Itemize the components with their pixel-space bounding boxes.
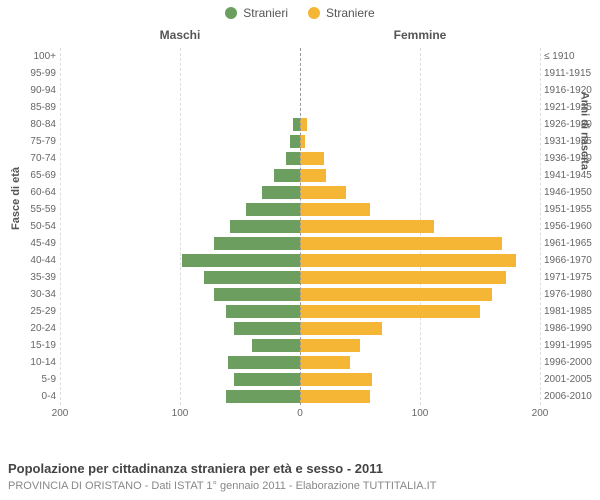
- bar-male: [214, 288, 300, 301]
- plot-area: Maschi Femmine 100+≤ 191095-991911-19159…: [60, 26, 540, 431]
- age-label: 85-89: [12, 99, 56, 116]
- bar-female: [300, 169, 326, 182]
- age-label: 100+: [12, 48, 56, 65]
- age-label: 10-14: [12, 354, 56, 371]
- birth-year-label: 1991-1995: [544, 337, 596, 354]
- birth-year-label: 2006-2010: [544, 388, 596, 405]
- birth-year-label: ≤ 1910: [544, 48, 596, 65]
- birth-year-label: 2001-2005: [544, 371, 596, 388]
- birth-year-label: 1986-1990: [544, 320, 596, 337]
- bar-female: [300, 271, 506, 284]
- bar-male: [234, 322, 300, 335]
- age-label: 55-59: [12, 201, 56, 218]
- bar-male: [252, 339, 300, 352]
- chart-title: Popolazione per cittadinanza straniera p…: [8, 461, 383, 476]
- age-label: 25-29: [12, 303, 56, 320]
- birth-year-label: 1911-1915: [544, 65, 596, 82]
- bar-female: [300, 288, 492, 301]
- age-label: 30-34: [12, 286, 56, 303]
- bar-male: [290, 135, 300, 148]
- x-gridline: [540, 48, 541, 405]
- bar-male: [226, 390, 300, 403]
- age-label: 20-24: [12, 320, 56, 337]
- x-tick: 0: [297, 408, 303, 419]
- legend-swatch-male: [225, 7, 237, 19]
- age-label: 60-64: [12, 184, 56, 201]
- age-label: 45-49: [12, 235, 56, 252]
- birth-year-label: 1931-1935: [544, 133, 596, 150]
- age-label: 70-74: [12, 150, 56, 167]
- bar-male: [182, 254, 300, 267]
- bar-female: [300, 390, 370, 403]
- bar-male: [286, 152, 300, 165]
- legend-swatch-female: [308, 7, 320, 19]
- chart-subtitle: PROVINCIA DI ORISTANO - Dati ISTAT 1° ge…: [8, 480, 436, 492]
- bar-female: [300, 254, 516, 267]
- bar-male: [234, 373, 300, 386]
- birth-year-label: 1976-1980: [544, 286, 596, 303]
- gender-label-female: Femmine: [300, 28, 540, 42]
- birth-year-label: 1971-1975: [544, 269, 596, 286]
- bar-male: [204, 271, 300, 284]
- population-pyramid-chart: Stranieri Straniere Fasce di età Anni di…: [0, 0, 600, 500]
- x-axis: 2001000100200: [60, 408, 540, 426]
- age-label: 0-4: [12, 388, 56, 405]
- bar-male: [214, 237, 300, 250]
- birth-year-label: 1951-1955: [544, 201, 596, 218]
- bar-female: [300, 118, 307, 131]
- bar-male: [246, 203, 300, 216]
- bar-female: [300, 152, 324, 165]
- birth-year-label: 1981-1985: [544, 303, 596, 320]
- bar-female: [300, 339, 360, 352]
- gender-label-male: Maschi: [60, 28, 300, 42]
- x-tick: 200: [52, 408, 69, 419]
- age-label: 90-94: [12, 82, 56, 99]
- bar-male: [274, 169, 300, 182]
- bar-female: [300, 203, 370, 216]
- bar-male: [226, 305, 300, 318]
- bar-male: [262, 186, 300, 199]
- age-label: 65-69: [12, 167, 56, 184]
- birth-year-label: 1946-1950: [544, 184, 596, 201]
- birth-year-label: 1926-1930: [544, 116, 596, 133]
- age-label: 80-84: [12, 116, 56, 133]
- x-tick: 100: [172, 408, 189, 419]
- birth-year-label: 1961-1965: [544, 235, 596, 252]
- age-label: 5-9: [12, 371, 56, 388]
- birth-year-label: 1941-1945: [544, 167, 596, 184]
- x-tick: 200: [532, 408, 549, 419]
- legend-item-female: Straniere: [308, 6, 375, 20]
- bar-female: [300, 373, 372, 386]
- bar-female: [300, 356, 350, 369]
- center-line: [300, 48, 301, 405]
- x-tick: 100: [412, 408, 429, 419]
- bar-male: [230, 220, 300, 233]
- legend-label-female: Straniere: [326, 6, 375, 20]
- birth-year-label: 1936-1940: [544, 150, 596, 167]
- bar-male: [228, 356, 300, 369]
- birth-year-label: 1996-2000: [544, 354, 596, 371]
- age-label: 35-39: [12, 269, 56, 286]
- bar-female: [300, 237, 502, 250]
- bar-female: [300, 220, 434, 233]
- bar-female: [300, 186, 346, 199]
- age-label: 95-99: [12, 65, 56, 82]
- legend-label-male: Stranieri: [243, 6, 288, 20]
- legend: Stranieri Straniere: [0, 0, 600, 20]
- bar-female: [300, 305, 480, 318]
- age-label: 15-19: [12, 337, 56, 354]
- legend-item-male: Stranieri: [225, 6, 288, 20]
- birth-year-label: 1966-1970: [544, 252, 596, 269]
- bar-female: [300, 322, 382, 335]
- age-label: 40-44: [12, 252, 56, 269]
- birth-year-label: 1956-1960: [544, 218, 596, 235]
- age-label: 50-54: [12, 218, 56, 235]
- birth-year-label: 1921-1925: [544, 99, 596, 116]
- bar-male: [293, 118, 300, 131]
- age-label: 75-79: [12, 133, 56, 150]
- birth-year-label: 1916-1920: [544, 82, 596, 99]
